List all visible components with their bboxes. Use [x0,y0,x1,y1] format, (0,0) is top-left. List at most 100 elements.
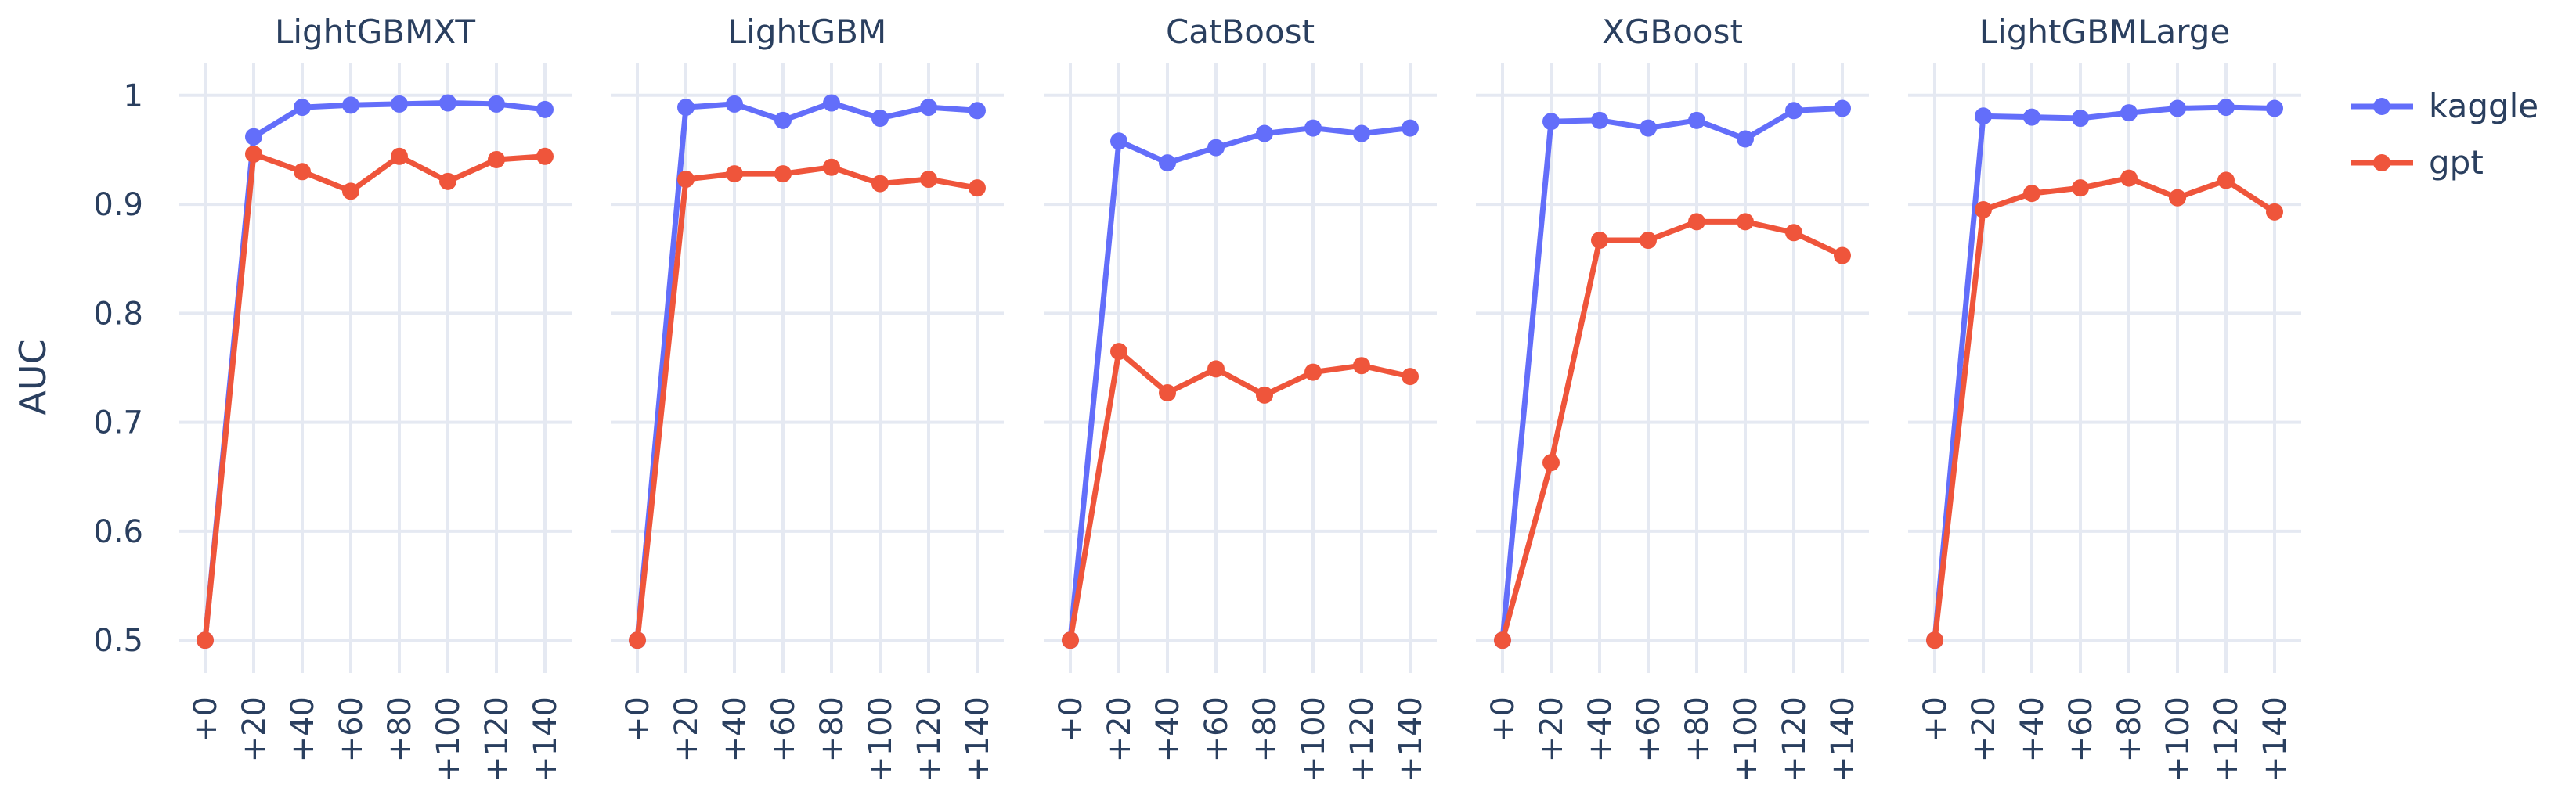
data-point-kaggle [294,99,311,117]
data-point-kaggle [439,94,456,112]
data-point-kaggle [2169,99,2186,117]
x-tick-label: +120 [911,696,947,783]
data-point-gpt [439,172,456,190]
y-tick-label: 1 [124,78,143,114]
data-point-kaggle [774,111,792,129]
x-tick-label: +0 [1485,696,1521,743]
legend-swatch-marker [2373,98,2390,115]
data-point-kaggle [1402,119,1419,137]
data-point-gpt [1110,343,1127,361]
x-tick-label: +40 [717,696,753,762]
data-point-gpt [1785,224,1802,242]
x-tick-label: +80 [814,696,850,762]
x-tick-label: +120 [2209,696,2245,783]
data-point-kaggle [1975,107,1992,125]
data-point-kaggle [391,95,408,113]
data-point-gpt [1062,631,1079,649]
data-point-kaggle [1110,132,1127,150]
legend-item-kaggle[interactable]: kaggle [2351,87,2538,125]
series-line-kaggle [1499,106,1845,643]
x-tick-label: +80 [1247,696,1283,762]
series-gpt [1062,343,1419,649]
subplot-title: LightGBMLarge [1979,13,2231,51]
data-point-gpt [774,165,792,183]
y-tick-label: 0.7 [93,405,143,441]
data-point-kaggle [920,99,937,117]
x-tick-label: +80 [382,696,418,762]
x-tick-label: +20 [236,696,272,762]
legend-label: gpt [2429,143,2484,182]
data-point-gpt [1159,384,1176,402]
series-line-gpt [1067,348,1413,643]
x-tick-label: +120 [1344,696,1380,783]
x-tick-label: +140 [528,696,564,783]
data-point-gpt [2072,179,2089,197]
data-point-kaggle [1542,113,1560,131]
data-point-kaggle [1256,124,1273,142]
data-point-gpt [1688,213,1705,231]
series-gpt [197,146,554,649]
panel-catboost: CatBoost +0 +20 +40 +60 +80 +100 +120 +140 [1044,13,1437,783]
data-point-kaggle [1207,139,1225,157]
legend: kaggle gpt [2351,87,2538,182]
data-point-kaggle [1737,130,1754,148]
series-line-gpt [634,164,980,643]
data-point-kaggle [677,99,695,117]
data-point-gpt [823,158,840,176]
data-point-gpt [1304,363,1322,381]
x-tick-label: +120 [1777,696,1813,783]
series-kaggle [1926,99,2283,649]
x-tick-label: +20 [1102,696,1138,762]
x-tick-label: +140 [1393,696,1429,783]
data-point-kaggle [1591,111,1608,129]
legend-item-gpt[interactable]: gpt [2351,143,2484,182]
series-line-gpt [202,151,548,643]
x-tick-label: +40 [1150,696,1186,762]
series-kaggle [1494,99,1851,649]
data-point-gpt [920,171,937,189]
subplot-title: XGBoost [1602,13,1743,51]
x-tick-label: +80 [1679,696,1716,762]
data-point-kaggle [2266,99,2283,117]
data-point-gpt [1834,246,1851,264]
y-tick-label: 0.8 [93,296,143,332]
panel-lightgbm: LightGBM +0 +20 +40 +60 +80 +100 +120 +140 [611,13,1004,783]
panel-lightgbmlarge: LightGBMLarge +0 +20 +40 +60 +80 +100 +120 +140 [1908,13,2301,783]
subplot-title: CatBoost [1166,13,1315,51]
y-tick-label: 0.5 [93,623,143,659]
x-tick-label: +20 [1534,696,1570,762]
x-tick-label: +40 [1582,696,1618,762]
data-point-gpt [245,146,262,163]
x-tick-label: +40 [285,696,321,762]
data-point-gpt [294,163,311,181]
data-point-kaggle [1640,119,1657,137]
data-point-kaggle [871,110,889,128]
data-point-gpt [2266,203,2283,221]
series-gpt [1926,169,2283,649]
data-point-gpt [677,171,695,189]
data-point-gpt [629,631,646,649]
x-tick-label: +100 [2160,696,2196,783]
x-tick-label: +60 [1199,696,1235,762]
data-point-gpt [2023,185,2040,203]
data-point-kaggle [726,95,743,113]
data-point-gpt [1402,368,1419,386]
data-point-kaggle [1304,119,1322,137]
data-point-kaggle [2217,99,2235,117]
x-tick-label: +80 [2112,696,2148,762]
data-point-gpt [1542,454,1560,472]
series-line-kaggle [202,100,548,643]
data-point-kaggle [1159,154,1176,172]
x-tick-label: +100 [1296,696,1332,783]
x-tick-label: +140 [1825,696,1861,783]
data-point-gpt [1353,357,1370,375]
data-point-kaggle [342,96,359,114]
x-tick-label: +100 [1728,696,1764,783]
data-point-kaggle [1785,102,1802,120]
x-tick-label: +0 [1918,696,1954,743]
data-point-gpt [342,182,359,200]
data-point-gpt [1640,232,1657,250]
data-point-gpt [1207,360,1225,378]
data-point-kaggle [969,102,986,120]
